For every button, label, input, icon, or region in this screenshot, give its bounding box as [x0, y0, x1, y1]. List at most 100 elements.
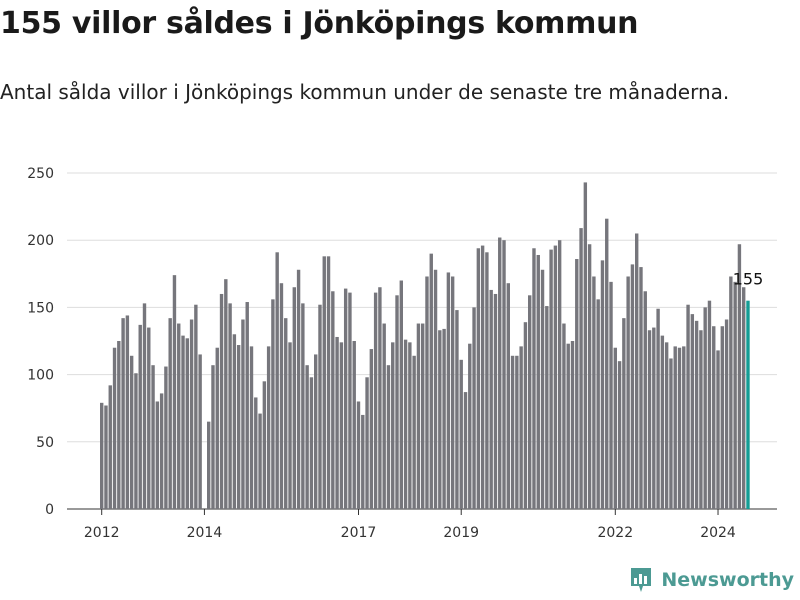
- bar: [472, 307, 475, 509]
- bar: [644, 291, 647, 509]
- bar: [100, 403, 103, 509]
- bar: [395, 295, 398, 509]
- bar: [284, 318, 287, 509]
- bar: [421, 324, 424, 509]
- bar: [498, 238, 501, 509]
- bar: [626, 276, 629, 509]
- bar: [507, 283, 510, 509]
- bar: [631, 264, 634, 509]
- bar: [519, 346, 522, 509]
- bar: [353, 341, 356, 509]
- bar: [130, 356, 133, 509]
- bar: [434, 270, 437, 509]
- bar: [344, 289, 347, 509]
- bar: [485, 252, 488, 509]
- bar: [686, 305, 689, 509]
- bar: [331, 291, 334, 509]
- x-tick-label: 2024: [700, 525, 736, 541]
- y-tick-label: 50: [36, 435, 54, 451]
- bar: [220, 294, 223, 509]
- bar: [567, 344, 570, 509]
- bar: [691, 314, 694, 509]
- bar: [117, 341, 120, 509]
- bar: [147, 328, 150, 509]
- bar: [678, 348, 681, 509]
- bar: [652, 328, 655, 509]
- bar: [579, 228, 582, 509]
- bar: [271, 299, 274, 509]
- bar: [181, 336, 184, 509]
- bar: [207, 422, 210, 509]
- bar: [404, 340, 407, 509]
- bar: [648, 330, 651, 509]
- bar: [370, 349, 373, 509]
- bar: [408, 342, 411, 509]
- bar: [382, 324, 385, 509]
- bar: [109, 385, 112, 509]
- bar: [588, 244, 591, 509]
- bar: [267, 346, 270, 509]
- bar: [537, 255, 540, 509]
- bar: [554, 246, 557, 509]
- bar: [605, 219, 608, 509]
- bar: [374, 293, 377, 509]
- bar: [156, 401, 159, 509]
- newsworthy-logo-icon: [629, 566, 653, 594]
- bar: [237, 345, 240, 509]
- bar: [669, 358, 672, 509]
- bar: [400, 281, 403, 509]
- bar: [661, 336, 664, 509]
- bar: [609, 282, 612, 509]
- bar: [301, 303, 304, 509]
- bar: [656, 309, 659, 509]
- newsworthy-logo-text: Newsworthy: [661, 569, 794, 591]
- bar: [250, 346, 253, 509]
- bar: [151, 365, 154, 509]
- bar: [742, 287, 745, 509]
- bar: [310, 377, 313, 509]
- last-value-label: 155: [733, 270, 764, 289]
- bar: [524, 322, 527, 509]
- bar: [703, 307, 706, 509]
- bar: [211, 365, 214, 509]
- bar: [378, 287, 381, 509]
- bar: [160, 393, 163, 509]
- bar: [361, 415, 364, 509]
- bar: [190, 319, 193, 509]
- bar: [481, 246, 484, 509]
- bar: [391, 342, 394, 509]
- bar: [729, 276, 732, 509]
- bar: [618, 361, 621, 509]
- bar: [335, 337, 338, 509]
- bar: [489, 290, 492, 509]
- bar: [451, 276, 454, 509]
- bar: [665, 342, 668, 509]
- bar: [716, 350, 719, 509]
- bar: [297, 270, 300, 509]
- bar: [558, 240, 561, 509]
- bar: [139, 325, 142, 509]
- bar: [258, 414, 261, 509]
- bar: [622, 318, 625, 509]
- bar: [733, 282, 736, 509]
- bar: [224, 279, 227, 509]
- bar: [254, 397, 257, 509]
- bar: [575, 259, 578, 509]
- bar: [545, 306, 548, 509]
- y-tick-label: 100: [27, 368, 54, 384]
- bar: [725, 319, 728, 509]
- bar: [417, 324, 420, 509]
- bar: [460, 360, 463, 509]
- bar: [216, 348, 219, 509]
- bar: [314, 354, 317, 509]
- bar: [134, 373, 137, 509]
- bar: [528, 295, 531, 509]
- bar: [721, 326, 724, 509]
- bar: [365, 377, 368, 509]
- bar: [430, 254, 433, 509]
- bar: [327, 256, 330, 509]
- bar: [288, 342, 291, 509]
- bar: [246, 302, 249, 509]
- bar: [614, 348, 617, 509]
- bar: [562, 324, 565, 509]
